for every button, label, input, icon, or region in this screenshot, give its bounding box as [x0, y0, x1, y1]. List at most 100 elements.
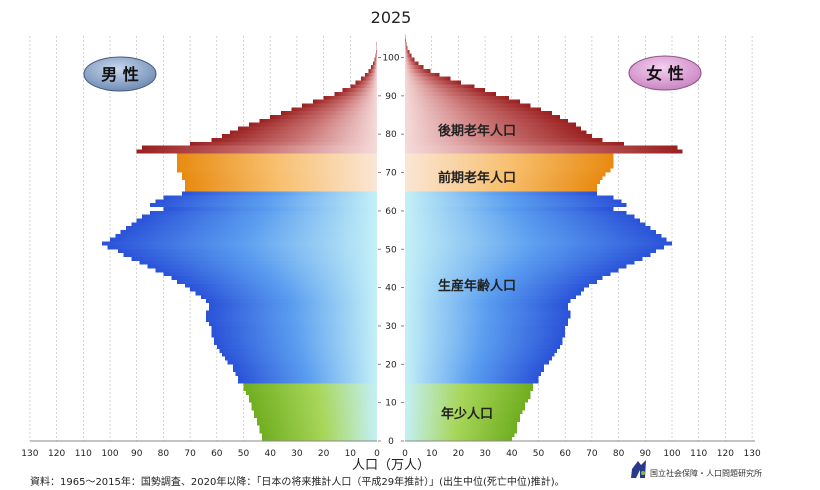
female-bar-age-73 [405, 157, 614, 162]
male-bar-age-76 [142, 145, 377, 150]
male-bars [101, 34, 378, 441]
male-bar-age-5 [256, 417, 377, 422]
band-label-young: 年少人口 [441, 406, 493, 422]
male-bar-age-10 [248, 398, 377, 403]
female-bar-age-47 [405, 256, 643, 261]
x-tick-label-male: 60 [211, 449, 223, 459]
female-bar-age-21 [405, 356, 552, 361]
male-bar-age-62 [155, 199, 377, 204]
female-bar-age-41 [405, 279, 598, 284]
male-bar-age-34 [208, 306, 377, 311]
male-bar-age-23 [219, 348, 377, 353]
male-bar-age-25 [214, 341, 377, 346]
x-tick-label-male: 130 [21, 449, 38, 459]
male-bar-age-8 [251, 406, 377, 411]
female-badge-oval [628, 55, 702, 91]
male-bar-age-95 [364, 72, 377, 77]
age-tick-label: 70 [385, 169, 397, 179]
age-tick-label: 0 [388, 437, 394, 447]
female-bar-age-35 [405, 302, 568, 307]
male-bar-age-24 [216, 345, 377, 349]
female-bar-age-82 [405, 122, 576, 127]
x-tick-label-male: 10 [345, 449, 357, 459]
female-bar-age-105 [405, 34, 406, 39]
logo-text: 国立社会保障・人口問題研究所 [650, 468, 762, 478]
x-tick-label-female: 90 [640, 449, 652, 459]
female-bar-age-40 [405, 283, 590, 288]
female-bar-age-86 [405, 107, 542, 112]
x-tick-label-female: 70 [586, 449, 598, 459]
female-bar-age-54 [405, 230, 656, 234]
female-bar-age-17 [405, 371, 542, 376]
x-tick-label-female: 110 [690, 449, 707, 459]
male-bar-age-33 [206, 310, 377, 315]
x-tick-label-male: 110 [75, 449, 92, 459]
female-bar-age-14 [405, 383, 534, 388]
male-bar-age-19 [232, 364, 377, 369]
ipss-logo: 国立社会保障・人口問題研究所 [631, 460, 762, 478]
male-bar-age-2 [259, 429, 377, 434]
female-bar-age-39 [405, 287, 584, 292]
ipss-logo-icon [631, 460, 646, 478]
male-bar-age-79 [222, 134, 377, 139]
male-bar-age-22 [222, 352, 377, 357]
x-tick-label-female: 20 [453, 449, 465, 459]
female-bar-age-30 [405, 322, 568, 326]
x-tick-label-male: 100 [101, 449, 118, 459]
female-bar-age-83 [405, 118, 568, 123]
female-bar-age-33 [405, 310, 571, 315]
male-bar-age-82 [248, 122, 377, 127]
female-bars [405, 34, 683, 441]
female-bar-age-69 [405, 172, 606, 177]
male-bar-age-38 [195, 291, 377, 296]
age-tick-label: 80 [385, 130, 397, 140]
male-bar-age-87 [302, 103, 377, 108]
x-tick-label-male: 90 [131, 449, 143, 459]
male-label-badge: 男 性 [83, 56, 157, 92]
male-bar-age-18 [232, 368, 377, 372]
male-bar-age-50 [107, 245, 377, 250]
female-bar-age-49 [405, 249, 656, 254]
female-bar-age-24 [405, 345, 560, 349]
male-bar-age-66 [184, 184, 377, 188]
female-bar-age-74 [405, 153, 614, 158]
female-bar-age-90 [405, 92, 496, 96]
female-bar-age-66 [405, 184, 598, 188]
male-bar-age-83 [259, 118, 377, 123]
male-bar-age-28 [211, 329, 377, 334]
female-bar-age-10 [405, 398, 528, 403]
male-bar-age-48 [123, 253, 377, 257]
female-bar-age-27 [405, 333, 566, 338]
female-bar-age-70 [405, 168, 611, 173]
male-bar-age-94 [360, 76, 377, 81]
x-tick-label-female: 40 [506, 449, 518, 459]
female-bar-age-97 [405, 65, 424, 70]
x-tick-label-male: 50 [238, 449, 250, 459]
female-bar-age-46 [405, 260, 635, 265]
male-bar-age-80 [230, 130, 377, 135]
female-bar-age-102 [405, 45, 408, 50]
male-bar-age-39 [190, 287, 377, 292]
male-bar-age-70 [176, 168, 377, 173]
female-bar-age-89 [405, 95, 510, 100]
male-bar-age-45 [147, 264, 377, 269]
female-bar-age-67 [405, 180, 600, 185]
male-bar-age-40 [184, 283, 377, 288]
female-bar-age-6 [405, 414, 520, 418]
female-bar-age-63 [405, 195, 614, 200]
female-bar-age-81 [405, 126, 582, 131]
female-bar-age-26 [405, 337, 563, 342]
x-tick-label-male: 80 [158, 449, 170, 459]
female-bar-age-62 [405, 199, 622, 204]
female-bar-age-78 [405, 138, 603, 142]
male-bar-age-88 [312, 99, 377, 104]
male-bar-age-102 [376, 45, 377, 50]
female-bar-age-45 [405, 264, 627, 269]
female-bar-age-77 [405, 141, 624, 146]
x-tick-label-male: 0 [374, 449, 380, 459]
female-bar-age-57 [405, 218, 640, 223]
age-tick-label: 50 [385, 245, 397, 255]
female-bar-age-16 [405, 375, 539, 380]
male-bar-age-71 [176, 164, 377, 169]
female-bar-age-87 [405, 103, 531, 108]
